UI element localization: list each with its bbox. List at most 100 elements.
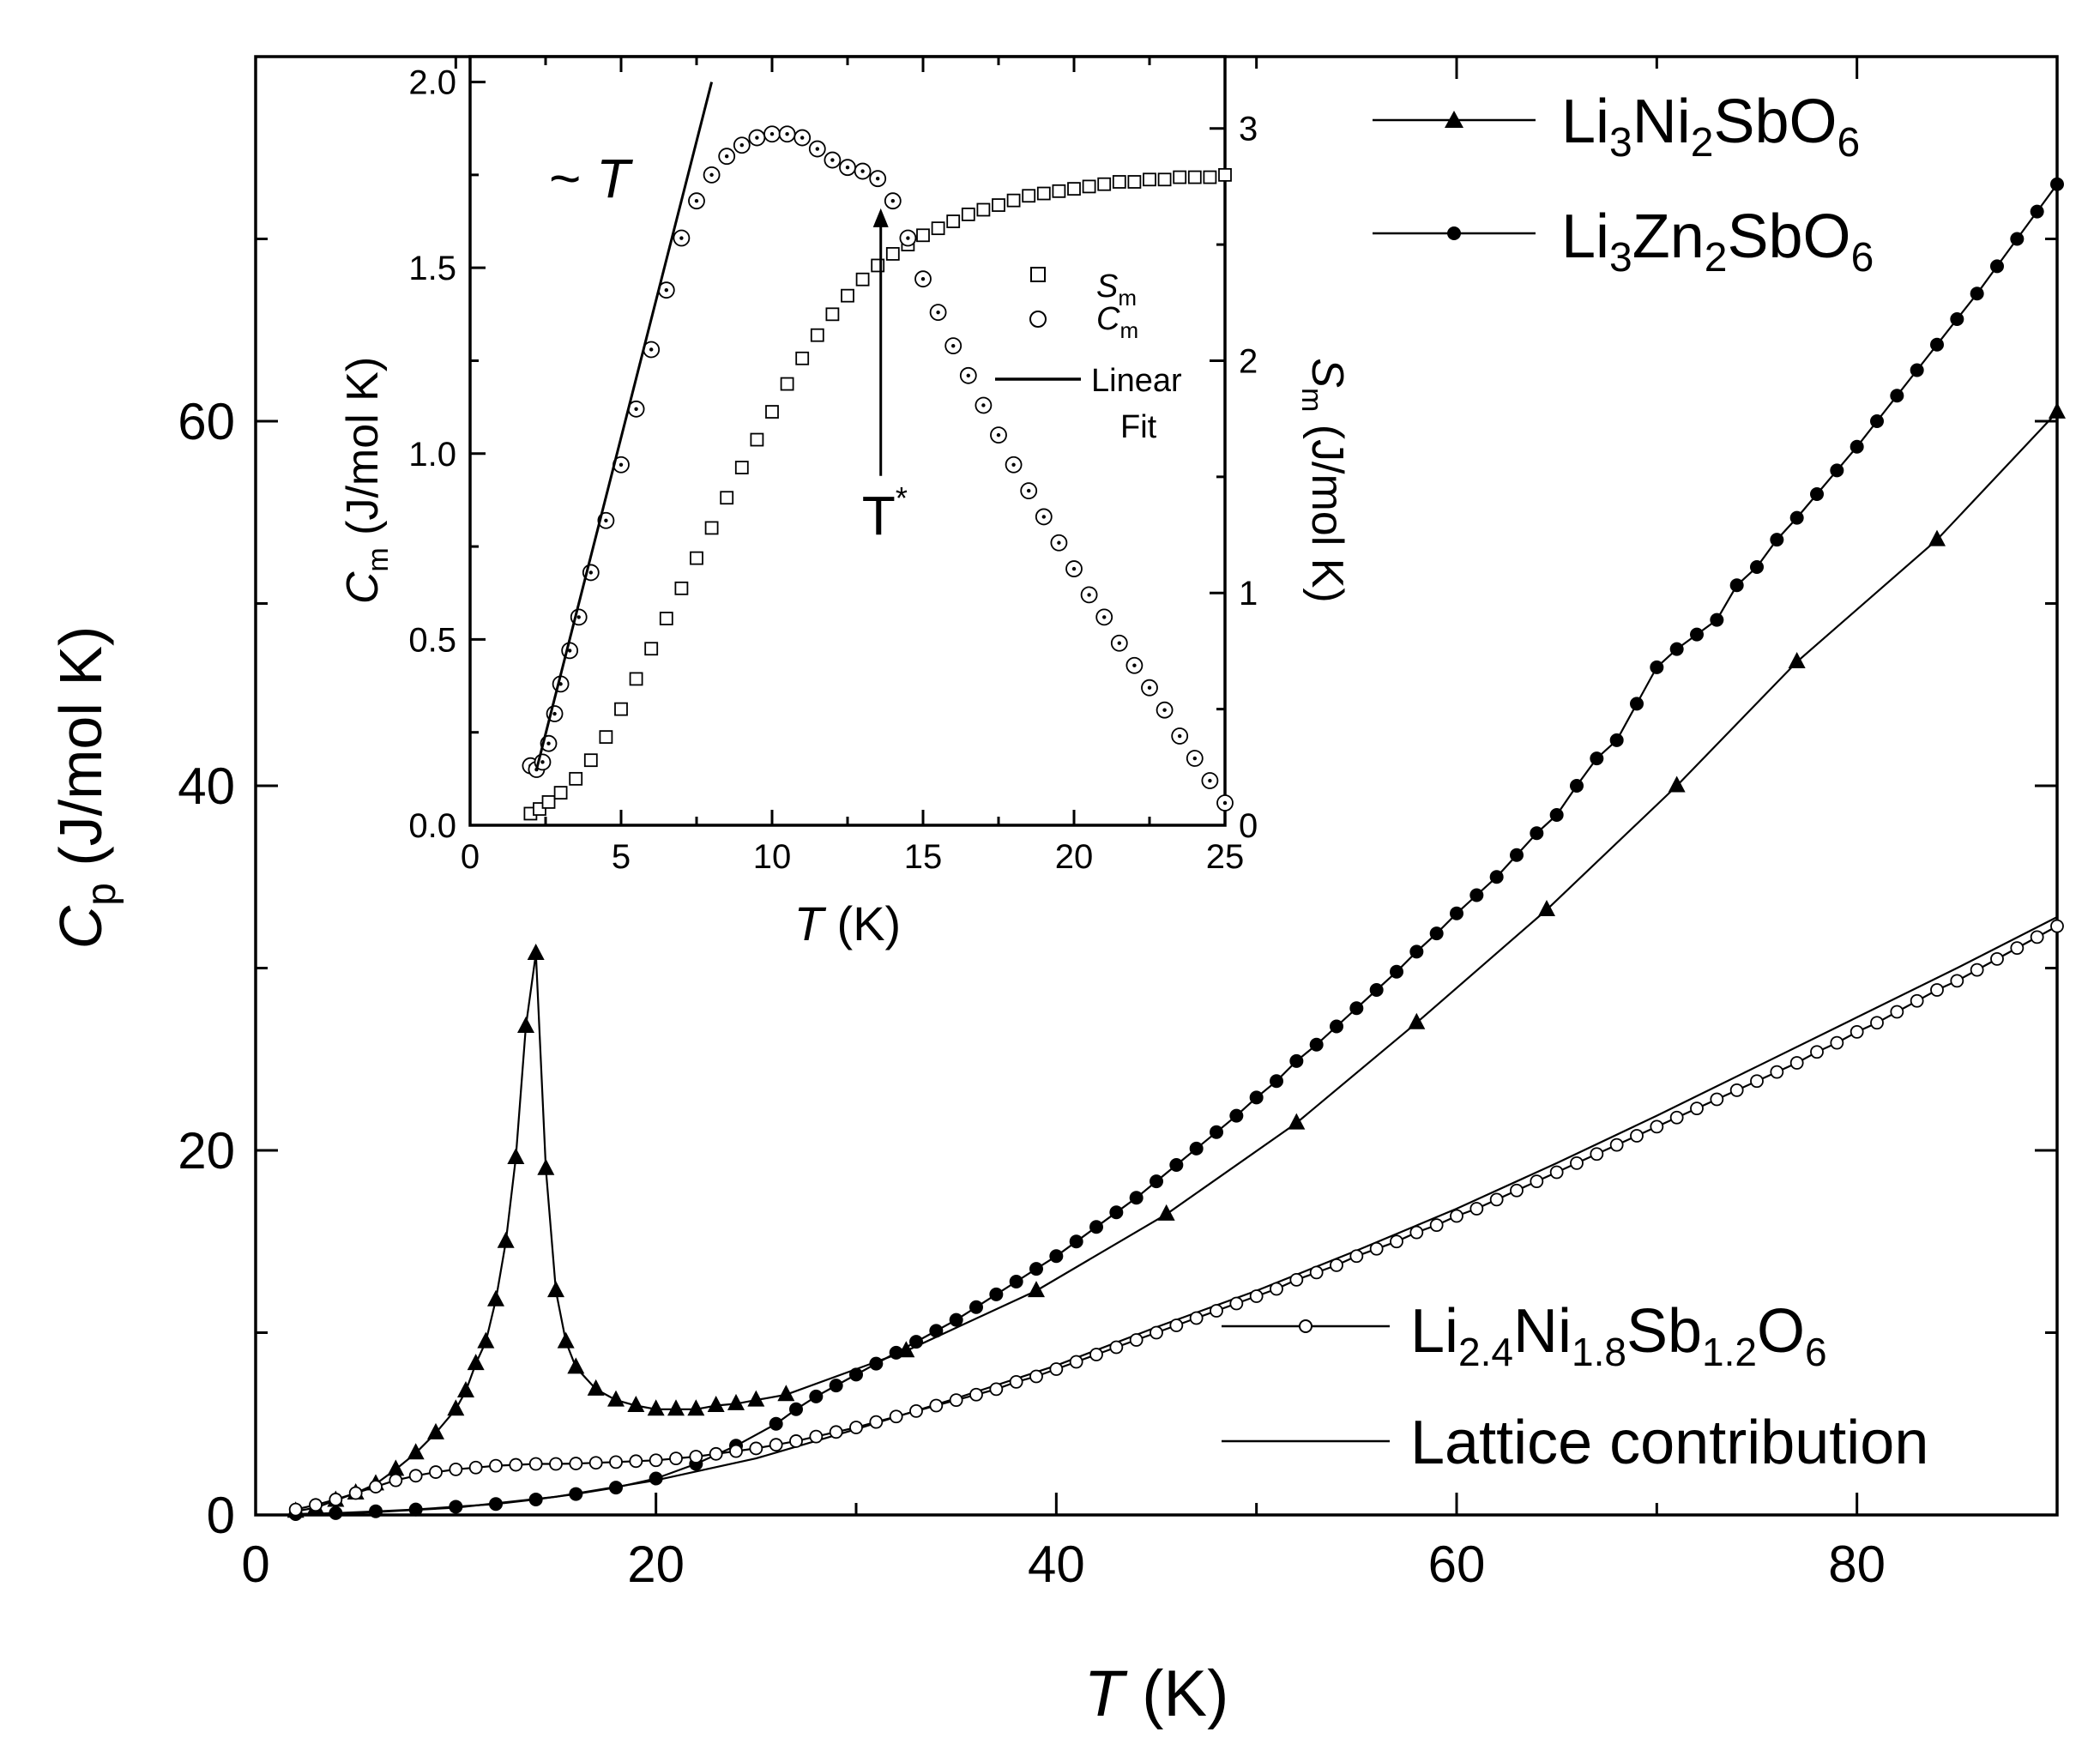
inset-data-point-cm bbox=[824, 151, 842, 169]
legend-marker-open-circle bbox=[1299, 1319, 1312, 1333]
data-point-li3zn2sbo6 bbox=[1289, 1053, 1304, 1068]
data-point-li2-4ni1-8sb1-2o6 bbox=[408, 1469, 423, 1483]
inset-data-point-cm bbox=[869, 170, 887, 188]
inset-x-tick-label: 0 bbox=[461, 838, 480, 876]
data-point-li3zn2sbo6 bbox=[1530, 826, 1544, 841]
inset-data-point-sm bbox=[1006, 193, 1021, 208]
data-point-li3ni2sbo6 bbox=[427, 1422, 444, 1439]
data-point-li3ni2sbo6 bbox=[747, 1390, 765, 1407]
inset-left-y-tick-label: 0.0 bbox=[408, 807, 456, 845]
data-point-li3zn2sbo6 bbox=[1590, 751, 1604, 766]
data-point-li2-4ni1-8sb1-2o6 bbox=[689, 1450, 703, 1463]
data-point-li3zn2sbo6 bbox=[1309, 1037, 1324, 1052]
data-point-li3zn2sbo6 bbox=[1129, 1191, 1144, 1205]
data-point-li2-4ni1-8sb1-2o6 bbox=[1990, 951, 2004, 966]
data-point-li2-4ni1-8sb1-2o6 bbox=[809, 1429, 824, 1444]
data-point-li3zn2sbo6 bbox=[408, 1502, 423, 1517]
data-point-li3zn2sbo6 bbox=[1510, 848, 1524, 862]
inset-data-point-sm bbox=[1187, 170, 1202, 184]
data-point-li2-4ni1-8sb1-2o6 bbox=[1489, 1192, 1504, 1207]
data-point-li3zn2sbo6 bbox=[1650, 660, 1664, 674]
data-point-li3zn2sbo6 bbox=[1429, 926, 1444, 941]
data-point-li2-4ni1-8sb1-2o6 bbox=[509, 1457, 523, 1472]
marker-dot bbox=[649, 347, 654, 352]
data-point-li2-4ni1-8sb1-2o6 bbox=[1210, 1304, 1223, 1318]
data-point-li3zn2sbo6 bbox=[989, 1287, 1004, 1301]
data-point-li3zn2sbo6 bbox=[1810, 487, 1824, 501]
marker-dot bbox=[1087, 593, 1091, 597]
data-point-li2-4ni1-8sb1-2o6 bbox=[1029, 1369, 1043, 1384]
inset-data-point-cm bbox=[959, 366, 977, 384]
inset-data-point-cm bbox=[657, 281, 675, 299]
inset-data-point-sm bbox=[810, 328, 824, 342]
data-point-li3zn2sbo6 bbox=[1970, 287, 1984, 301]
marker-dot bbox=[1147, 685, 1152, 690]
marker-dot bbox=[860, 169, 865, 173]
inset-data-point-cm bbox=[1125, 656, 1144, 674]
data-point-li2-4ni1-8sb1-2o6 bbox=[1609, 1137, 1624, 1152]
marker-dot bbox=[1132, 663, 1137, 667]
marker-dot bbox=[755, 136, 759, 140]
data-point-li3zn2sbo6 bbox=[1270, 1074, 1283, 1089]
legend-entry-li3zn2sbo6: Li3Zn2SbO6 bbox=[1373, 202, 1874, 281]
data-point-li2-4ni1-8sb1-2o6 bbox=[1830, 1035, 1844, 1050]
data-point-li2-4ni1-8sb1-2o6 bbox=[769, 1438, 783, 1452]
inset-data-point-sm bbox=[599, 730, 613, 745]
inset-x-tick-label: 20 bbox=[1055, 838, 1094, 876]
data-point-li2-4ni1-8sb1-2o6 bbox=[1690, 1101, 1704, 1116]
inset-left-y-tick-label: 1.0 bbox=[408, 436, 456, 474]
legend-entry-li24ni18sb12o6: Li2.4Ni1.8Sb1.2O6 bbox=[1222, 1297, 1827, 1374]
marker-dot bbox=[1102, 615, 1107, 619]
data-point-li3zn2sbo6 bbox=[1669, 642, 1684, 656]
marker-dot bbox=[552, 711, 557, 716]
inset-left-y-tick-label: 2.0 bbox=[408, 64, 456, 102]
inset-data-point-cm bbox=[854, 162, 872, 180]
data-point-li2-4ni1-8sb1-2o6 bbox=[989, 1382, 1004, 1397]
data-point-li3ni2sbo6 bbox=[497, 1231, 515, 1248]
inset-data-point-cm bbox=[778, 125, 796, 143]
data-point-li2-4ni1-8sb1-2o6 bbox=[309, 1498, 323, 1512]
inset-legend-label-sm: Sm bbox=[1096, 269, 1137, 311]
inset-data-point-cm bbox=[748, 129, 766, 147]
data-point-li3zn2sbo6 bbox=[789, 1402, 803, 1416]
data-point-li3zn2sbo6 bbox=[849, 1367, 863, 1382]
tstar-arrow-head bbox=[872, 208, 889, 227]
data-point-li2-4ni1-8sb1-2o6 bbox=[1870, 1016, 1884, 1030]
inset-right-y-tick-label: 0 bbox=[1239, 807, 1258, 845]
data-point-li3ni2sbo6 bbox=[457, 1381, 474, 1397]
data-point-li2-4ni1-8sb1-2o6 bbox=[1189, 1311, 1204, 1325]
data-point-li2-4ni1-8sb1-2o6 bbox=[569, 1457, 583, 1470]
marker-dot bbox=[604, 518, 608, 522]
data-point-li2-4ni1-8sb1-2o6 bbox=[2010, 941, 2025, 956]
data-point-li2-4ni1-8sb1-2o6 bbox=[1850, 1024, 1864, 1039]
data-point-li3zn2sbo6 bbox=[1189, 1141, 1204, 1156]
inset-legend: Sm Cm Linear Fit bbox=[995, 267, 1182, 445]
inset-x-tick-label: 25 bbox=[1206, 838, 1245, 876]
data-point-li3ni2sbo6 bbox=[517, 1017, 534, 1033]
data-point-li3zn2sbo6 bbox=[2030, 204, 2044, 219]
inset-legend-marker-square bbox=[1030, 267, 1046, 282]
data-point-li2-4ni1-8sb1-2o6 bbox=[2050, 919, 2064, 933]
marker-dot bbox=[546, 741, 551, 745]
inset-data-point-cm bbox=[944, 337, 962, 355]
inset-data-point-cm bbox=[899, 229, 917, 247]
legend-entry-lattice: Lattice contribution bbox=[1222, 1409, 1928, 1477]
data-point-li3zn2sbo6 bbox=[1690, 627, 1704, 642]
data-point-li3zn2sbo6 bbox=[1109, 1205, 1124, 1220]
marker-dot bbox=[1071, 566, 1077, 571]
data-point-li3zn2sbo6 bbox=[1729, 578, 1744, 593]
data-point-li3zn2sbo6 bbox=[1089, 1220, 1103, 1234]
inset-data-point-cm bbox=[884, 192, 902, 210]
data-point-li3ni2sbo6 bbox=[667, 1399, 685, 1416]
data-point-li3zn2sbo6 bbox=[329, 1506, 343, 1520]
y-tick-label: 60 bbox=[178, 393, 235, 450]
data-point-li2-4ni1-8sb1-2o6 bbox=[1970, 962, 1984, 977]
inset-data-point-sm bbox=[931, 221, 945, 236]
inset-data-point-cm bbox=[1005, 456, 1023, 474]
data-point-li3zn2sbo6 bbox=[1990, 259, 2004, 274]
inset-right-y-tick-label: 3 bbox=[1239, 111, 1258, 148]
inset-data-point-sm bbox=[614, 702, 628, 716]
data-point-li3ni2sbo6 bbox=[1028, 1281, 1045, 1298]
